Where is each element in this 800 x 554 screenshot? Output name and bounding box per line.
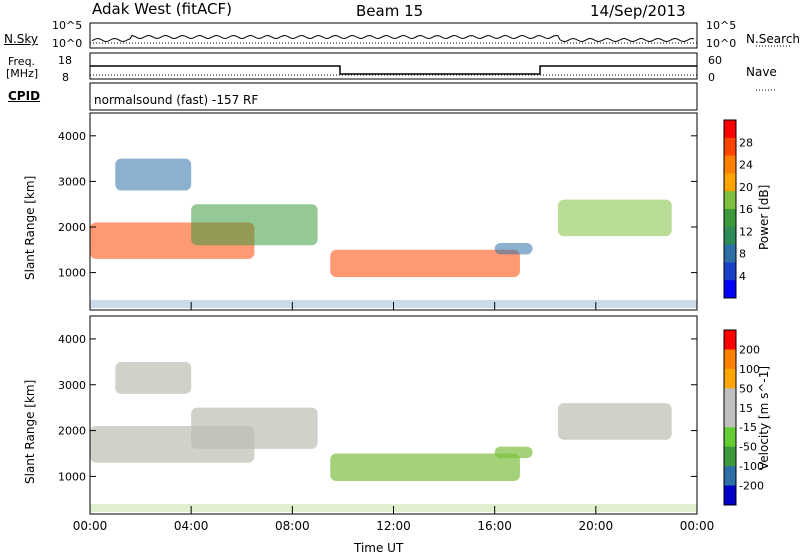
colorbar-tick-0-4: 12 — [739, 225, 753, 238]
xtick-label-2: 08:00 — [275, 519, 310, 533]
freq-label-1: Freq. — [8, 55, 36, 68]
colorbar-swatch-0-8 — [724, 262, 736, 281]
colorbar-tick-0-5: 8 — [739, 248, 746, 261]
colorbar-swatch-0-4 — [724, 191, 736, 210]
nave-tick-top: 60 — [708, 54, 722, 67]
xtick-label-1: 04:00 — [174, 519, 209, 533]
colorbar-frame-1 — [723, 329, 737, 506]
x-axis-title: Time UT — [354, 541, 404, 554]
nsky-tick-bottom: 10^0 — [52, 37, 83, 50]
colorbar-tick-1-1: 100 — [739, 363, 760, 376]
colorbar-swatch-0-3 — [724, 173, 736, 192]
xtick-label-5: 20:00 — [579, 519, 614, 533]
nsearch-tick-bottom: 10^0 — [706, 37, 737, 50]
colorbar-tick-1-4: -15 — [739, 421, 757, 434]
colorbar-swatch-1-5 — [724, 427, 736, 448]
ytick-label-1-3: 4000 — [58, 333, 86, 346]
nsearch-tick-top: 10^5 — [706, 19, 737, 32]
power-echo-band-4 — [557, 199, 672, 237]
xtick-label-4: 16:00 — [477, 519, 512, 533]
velocity-echo-band-3 — [494, 446, 533, 459]
freq-tick-bottom: 8 — [62, 71, 69, 84]
freq-label-2: [MHz] — [6, 67, 39, 80]
freq-tick-top: 18 — [58, 54, 72, 67]
colorbar-tick-0-6: 4 — [739, 270, 746, 283]
colorbar-tick-1-7: -200 — [739, 480, 764, 493]
nave-tick-bottom: 0 — [708, 71, 715, 84]
colorbar-swatch-0-7 — [724, 244, 736, 263]
xtick-label-6: 00:00 — [680, 519, 715, 533]
colorbar-frame-0 — [723, 119, 737, 299]
nsky-tick-top: 10^5 — [52, 19, 83, 32]
colorbar-swatch-1-3 — [724, 388, 736, 409]
colorbar-swatch-0-9 — [724, 280, 736, 299]
velocity-echo-band-2 — [330, 453, 520, 481]
colorbar-swatch-1-4 — [724, 407, 736, 428]
ytick-label-0-3: 4000 — [58, 130, 86, 143]
ytick-label-1-0: 1000 — [58, 470, 86, 483]
colorbar-tick-1-0: 200 — [739, 343, 760, 356]
freq-trace — [90, 65, 697, 75]
colorbar-tick-1-5: -50 — [739, 441, 757, 454]
power-echo-band-5 — [115, 158, 192, 191]
ytick-label-0-0: 1000 — [58, 267, 86, 280]
xtick-label-0: 00:00 — [73, 519, 108, 533]
power-echo-band-2 — [330, 249, 520, 278]
colorbar-tick-0-2: 20 — [739, 181, 753, 194]
nsky-label: N.Sky — [4, 32, 39, 46]
colorbar-swatch-0-6 — [724, 226, 736, 246]
ytick-label-1-2: 3000 — [58, 379, 86, 392]
colorbar-tick-1-6: -100 — [739, 460, 764, 473]
colorbar-swatch-0-0 — [724, 120, 736, 139]
nsearch-label: N.Search — [746, 32, 800, 46]
colorbar-swatch-0-2 — [724, 155, 736, 174]
colorbar-tick-0-3: 16 — [739, 203, 753, 216]
colorbar-swatch-1-0 — [724, 330, 736, 350]
ytick-label-0-2: 3000 — [58, 175, 86, 188]
nave-label: Nave — [746, 65, 777, 79]
xtick-label-3: 12:00 — [376, 519, 411, 533]
colorbar-swatch-1-8 — [724, 485, 736, 506]
ytick-label-1-1: 2000 — [58, 425, 86, 438]
colorbar-swatch-1-2 — [724, 368, 736, 389]
nsky-trace — [91, 34, 695, 43]
power-echo-band-3 — [494, 242, 533, 255]
colorbar-swatch-1-1 — [724, 349, 736, 370]
strip-panel-0 — [89, 22, 698, 49]
colorbar-swatch-0-5 — [724, 209, 736, 228]
velocity-echo-band-4 — [557, 403, 672, 440]
power-echo-band-1 — [191, 204, 318, 246]
cpid-text: normalsound (fast) -157 RF — [94, 93, 259, 107]
colorbar-tick-0-0: 28 — [739, 136, 753, 149]
velocity-echo-band-5 — [115, 361, 192, 394]
colorbar-tick-1-2: 50 — [739, 382, 753, 395]
colorbar-tick-1-3: 15 — [739, 402, 753, 415]
colorbar-tick-0-1: 24 — [739, 159, 753, 172]
colorbar-swatch-1-6 — [724, 446, 736, 467]
colorbar-swatch-1-7 — [724, 466, 736, 487]
date-label: 14/Sep/2013 — [590, 2, 686, 20]
radar-title: Adak West (fitACF) — [92, 0, 232, 18]
ytick-label-0-1: 2000 — [58, 221, 86, 234]
cpid-label: CPID — [8, 89, 41, 103]
colorbar-swatch-0-1 — [724, 137, 736, 157]
beam-label: Beam 15 — [356, 2, 424, 20]
strip-panel-2 — [89, 82, 698, 111]
velocity-echo-band-1 — [191, 407, 318, 449]
